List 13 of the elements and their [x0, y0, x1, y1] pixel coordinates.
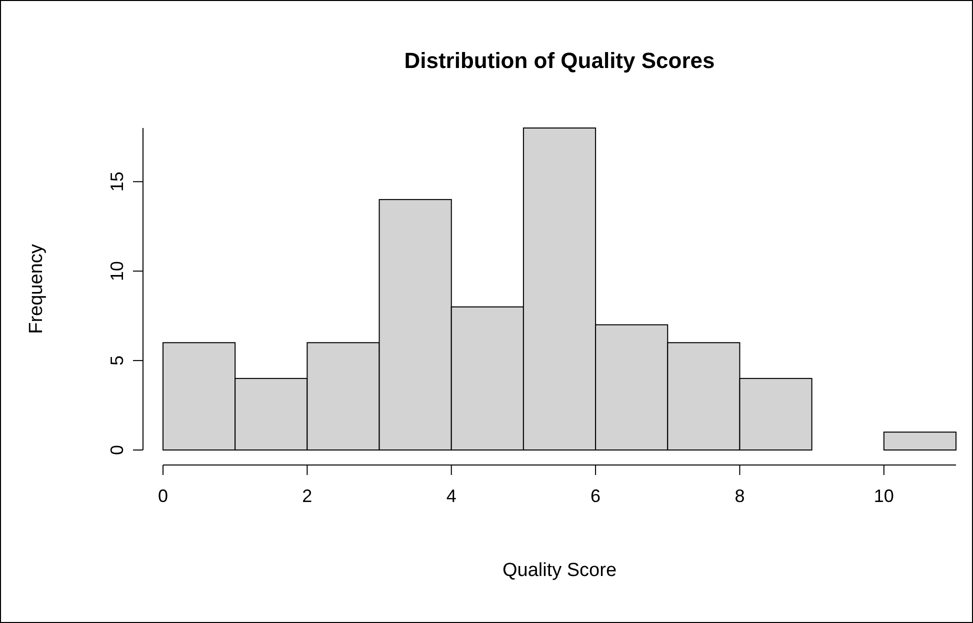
x-tick-label: 2: [302, 486, 312, 506]
x-tick-label: 4: [446, 486, 456, 506]
y-tick-label: 5: [107, 356, 127, 366]
x-axis-title: Quality Score: [502, 560, 617, 581]
x-tick-label: 8: [734, 486, 745, 506]
y-tick-label: 0: [107, 444, 127, 456]
x-tick-label: 6: [590, 486, 601, 506]
chart-title: Distribution of Quality Scores: [404, 48, 715, 73]
y-axis-title: Frequency: [26, 244, 47, 334]
x-tick-label: 0: [158, 486, 168, 506]
x-tick-label: 10: [874, 486, 894, 506]
y-tick-label: 15: [107, 172, 127, 192]
y-tick-label: 10: [107, 261, 127, 282]
